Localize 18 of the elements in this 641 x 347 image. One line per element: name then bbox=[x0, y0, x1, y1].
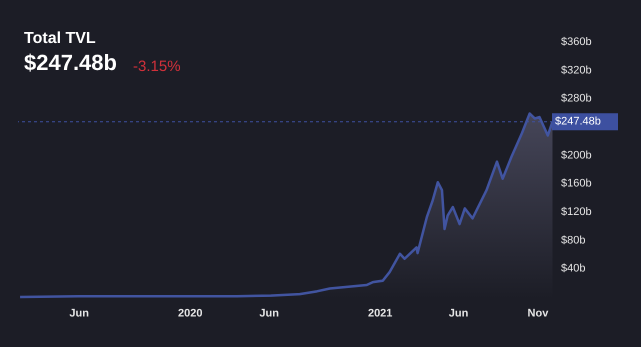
x-tick-label: 2020 bbox=[178, 308, 203, 320]
x-tick-label: Jun bbox=[69, 308, 90, 320]
chart-subtitle: $247.48b bbox=[24, 50, 117, 75]
ref-line-label: $247.48b bbox=[555, 116, 601, 128]
y-tick-label: $40b bbox=[561, 262, 586, 275]
y-tick-label: $280b bbox=[561, 92, 592, 105]
y-tick-label: $360b bbox=[561, 36, 592, 48]
y-tick-label: $320b bbox=[561, 64, 592, 76]
chart-title: Total TVL bbox=[24, 30, 96, 47]
y-tick-label: $160b bbox=[561, 178, 592, 190]
x-tick-label: Jun bbox=[448, 308, 469, 320]
x-tick-label: 2021 bbox=[368, 308, 392, 320]
x-tick-label: Jun bbox=[259, 308, 280, 320]
annotation: -3.15% bbox=[133, 58, 181, 75]
y-tick-label: $120b bbox=[561, 206, 592, 218]
x-tick-label: Nov bbox=[528, 308, 550, 320]
y-tick-label: $200b bbox=[561, 149, 592, 162]
y-tick-label: $80b bbox=[561, 234, 586, 246]
